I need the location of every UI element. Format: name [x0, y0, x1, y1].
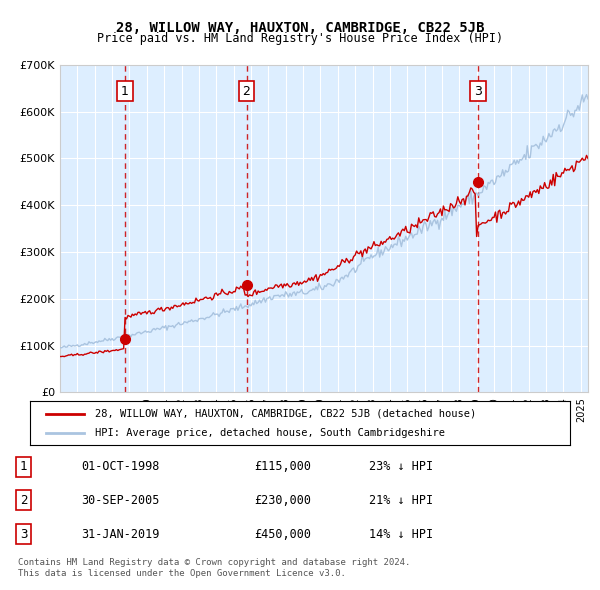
Text: Price paid vs. HM Land Registry's House Price Index (HPI): Price paid vs. HM Land Registry's House … — [97, 32, 503, 45]
Text: 2: 2 — [20, 493, 27, 507]
Text: 21% ↓ HPI: 21% ↓ HPI — [369, 493, 433, 507]
Text: 28, WILLOW WAY, HAUXTON, CAMBRIDGE, CB22 5JB: 28, WILLOW WAY, HAUXTON, CAMBRIDGE, CB22… — [116, 21, 484, 35]
Text: 14% ↓ HPI: 14% ↓ HPI — [369, 527, 433, 540]
Text: 3: 3 — [20, 527, 27, 540]
Text: 2: 2 — [242, 84, 250, 97]
Text: £230,000: £230,000 — [254, 493, 311, 507]
Text: This data is licensed under the Open Government Licence v3.0.: This data is licensed under the Open Gov… — [18, 569, 346, 578]
Text: Contains HM Land Registry data © Crown copyright and database right 2024.: Contains HM Land Registry data © Crown c… — [18, 558, 410, 566]
Text: 30-SEP-2005: 30-SEP-2005 — [81, 493, 160, 507]
Text: 1: 1 — [20, 460, 27, 474]
Text: 23% ↓ HPI: 23% ↓ HPI — [369, 460, 433, 474]
Text: £450,000: £450,000 — [254, 527, 311, 540]
Text: HPI: Average price, detached house, South Cambridgeshire: HPI: Average price, detached house, Sout… — [95, 428, 445, 438]
Text: 01-OCT-1998: 01-OCT-1998 — [81, 460, 160, 474]
Text: 1: 1 — [121, 84, 129, 97]
Text: 3: 3 — [474, 84, 482, 97]
Text: 28, WILLOW WAY, HAUXTON, CAMBRIDGE, CB22 5JB (detached house): 28, WILLOW WAY, HAUXTON, CAMBRIDGE, CB22… — [95, 409, 476, 418]
Text: £115,000: £115,000 — [254, 460, 311, 474]
Text: 31-JAN-2019: 31-JAN-2019 — [81, 527, 160, 540]
